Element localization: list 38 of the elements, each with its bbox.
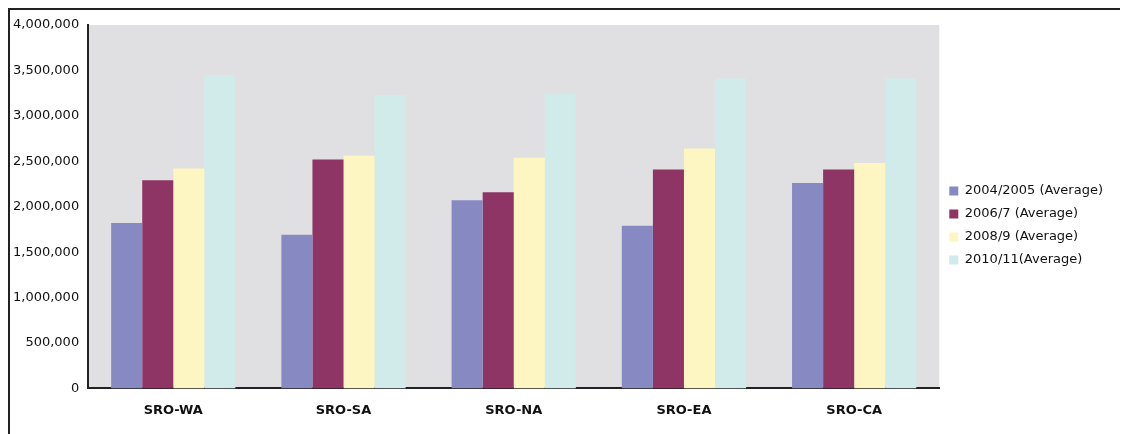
bar [823, 169, 855, 389]
bar [111, 223, 143, 389]
y-tick-label: 1,500,000 [12, 243, 80, 259]
y-tick-label: 1,000,000 [12, 288, 80, 304]
legend-label: 2004/2005 (Average) [964, 182, 1104, 198]
bar [482, 192, 514, 389]
y-tick-label: 2,000,000 [12, 198, 80, 214]
x-tick-label: SRO-NA [485, 401, 543, 417]
bar [715, 78, 747, 389]
bar [451, 200, 483, 389]
x-tick-label: SRO-EA [656, 401, 712, 417]
bar [142, 180, 174, 389]
bar [885, 78, 917, 389]
legend-label: 2010/11(Average) [964, 251, 1083, 267]
bar [343, 155, 375, 389]
bar [513, 157, 545, 389]
y-tick-label: 4,000,000 [12, 16, 80, 32]
bar [204, 74, 236, 389]
legend-label: 2008/9 (Average) [964, 228, 1079, 244]
y-tick-label: 3,500,000 [12, 61, 80, 77]
legend-label: 2006/7 (Average) [964, 205, 1079, 221]
bar [621, 225, 653, 389]
y-tick-label: 2,500,000 [12, 152, 80, 168]
y-tick-label: 3,000,000 [12, 107, 80, 123]
bar [374, 94, 406, 389]
y-tick-label: 500,000 [25, 334, 80, 350]
x-tick-label: SRO-CA [826, 401, 883, 417]
bar [652, 169, 684, 389]
bar [173, 168, 205, 389]
bar [792, 183, 824, 389]
bar [544, 93, 576, 389]
bar [312, 159, 344, 389]
bar [854, 163, 886, 389]
bar [281, 234, 313, 389]
y-tick-label: 0 [70, 379, 80, 395]
x-tick-label: SRO-SA [315, 401, 372, 417]
x-tick-label: SRO-WA [143, 401, 203, 417]
bar [683, 148, 716, 389]
